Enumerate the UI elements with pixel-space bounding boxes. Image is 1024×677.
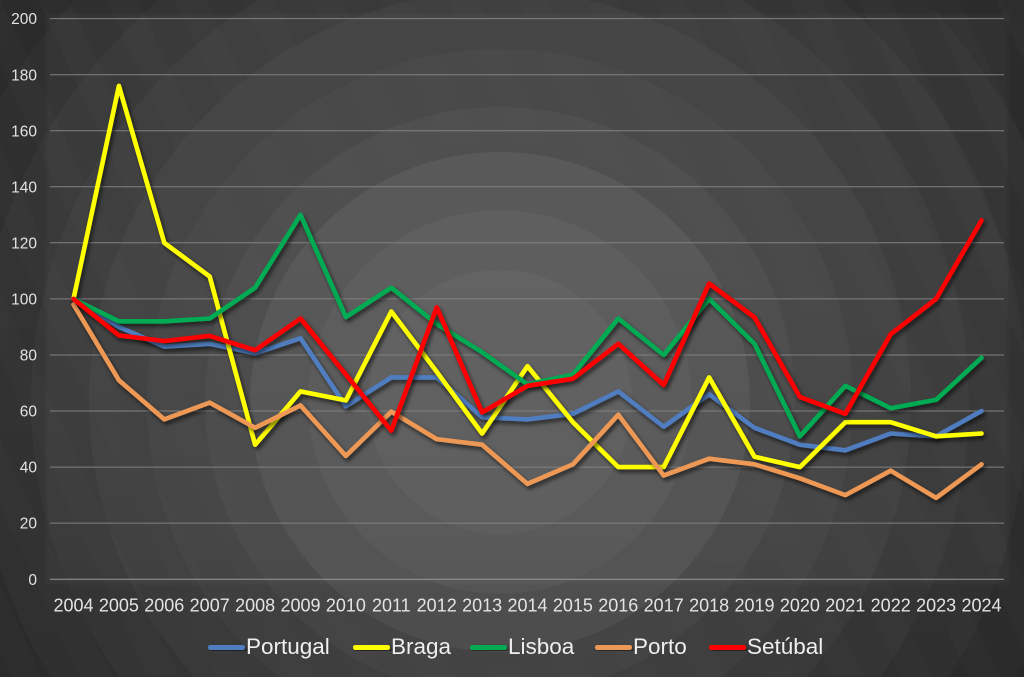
svg-text:2014: 2014 — [507, 596, 547, 616]
svg-text:Porto: Porto — [633, 634, 687, 659]
svg-text:2005: 2005 — [99, 596, 139, 616]
svg-text:20: 20 — [20, 516, 38, 533]
svg-text:Portugal: Portugal — [246, 634, 330, 659]
svg-text:2008: 2008 — [235, 596, 275, 616]
svg-text:2013: 2013 — [462, 596, 502, 616]
svg-text:40: 40 — [20, 460, 38, 477]
svg-text:Lisboa: Lisboa — [508, 634, 575, 659]
svg-text:2023: 2023 — [916, 596, 956, 616]
svg-text:80: 80 — [20, 348, 38, 365]
svg-text:200: 200 — [11, 11, 37, 28]
svg-text:2019: 2019 — [734, 596, 774, 616]
svg-text:60: 60 — [20, 404, 38, 421]
svg-text:2021: 2021 — [825, 596, 865, 616]
svg-text:2011: 2011 — [372, 596, 411, 616]
svg-text:2020: 2020 — [780, 596, 820, 616]
svg-text:Braga: Braga — [391, 634, 452, 659]
svg-text:2009: 2009 — [280, 596, 320, 616]
svg-text:100: 100 — [11, 292, 37, 309]
svg-text:2004: 2004 — [53, 596, 93, 616]
svg-text:2007: 2007 — [190, 596, 230, 616]
svg-text:2015: 2015 — [553, 596, 593, 616]
svg-text:2010: 2010 — [326, 596, 366, 616]
svg-text:2022: 2022 — [871, 596, 911, 616]
svg-text:Setúbal: Setúbal — [747, 634, 823, 659]
svg-text:2016: 2016 — [598, 596, 638, 616]
svg-text:2012: 2012 — [417, 596, 457, 616]
svg-text:120: 120 — [11, 235, 37, 252]
svg-text:2006: 2006 — [144, 596, 184, 616]
svg-text:2024: 2024 — [961, 596, 1001, 616]
svg-text:0: 0 — [28, 572, 37, 589]
svg-text:160: 160 — [11, 123, 37, 140]
svg-text:2018: 2018 — [689, 596, 729, 616]
svg-text:2017: 2017 — [644, 596, 684, 616]
svg-text:180: 180 — [11, 67, 37, 84]
svg-text:140: 140 — [11, 179, 37, 196]
